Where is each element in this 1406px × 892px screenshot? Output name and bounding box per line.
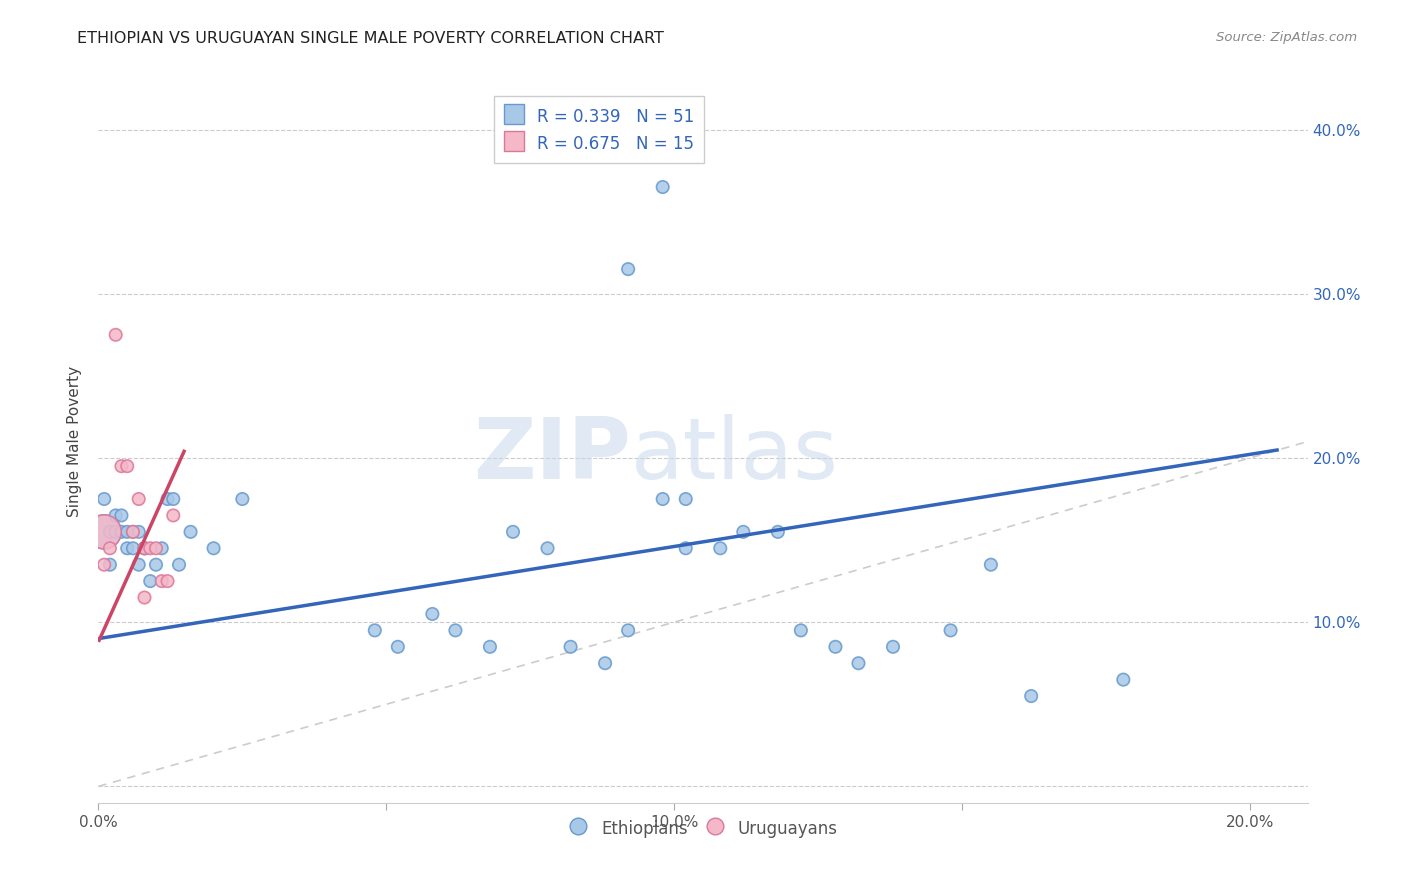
Point (502, 524, 524, 539)
Point (115, 524, 138, 539)
Point (134, 591, 156, 605)
Point (134, 541, 156, 556)
Text: Source: ZipAtlas.com: Source: ZipAtlas.com (1216, 31, 1357, 45)
Point (593, 657, 616, 671)
Point (98, 558, 121, 572)
Point (478, 640, 501, 654)
Point (115, 541, 138, 556)
Point (560, 640, 582, 654)
Point (110, 524, 132, 539)
Point (675, 541, 697, 556)
Point (139, 541, 162, 556)
Point (104, 508, 127, 523)
Point (444, 624, 467, 638)
Point (162, 508, 184, 523)
Point (422, 607, 444, 621)
Point (110, 459, 132, 474)
Point (110, 508, 132, 523)
Point (617, 624, 640, 638)
Point (882, 640, 904, 654)
Point (675, 491, 697, 506)
Point (536, 541, 558, 556)
Point (231, 491, 253, 506)
Point (98, 524, 121, 539)
Point (1112, 673, 1135, 687)
Point (104, 524, 127, 539)
Y-axis label: Single Male Poverty: Single Male Poverty (67, 366, 83, 517)
Point (733, 524, 755, 539)
Point (93, 524, 115, 539)
Point (128, 558, 150, 572)
Point (156, 491, 179, 506)
Point (145, 541, 167, 556)
Point (824, 640, 846, 654)
Point (387, 640, 409, 654)
Point (145, 558, 167, 572)
Point (104, 327, 127, 342)
Point (128, 491, 150, 506)
Point (122, 524, 145, 539)
Point (93, 558, 115, 572)
Point (150, 574, 173, 588)
Point (651, 180, 673, 194)
Point (1019, 689, 1042, 703)
Point (134, 541, 156, 556)
Point (617, 262, 640, 277)
Point (167, 558, 190, 572)
Point (651, 491, 673, 506)
Point (202, 541, 225, 556)
Point (128, 524, 150, 539)
Point (848, 657, 870, 671)
Point (364, 624, 387, 638)
Point (93, 524, 115, 539)
Point (709, 541, 731, 556)
Point (139, 574, 162, 588)
Text: ETHIOPIAN VS URUGUAYAN SINGLE MALE POVERTY CORRELATION CHART: ETHIOPIAN VS URUGUAYAN SINGLE MALE POVER… (77, 31, 664, 46)
Point (156, 574, 179, 588)
Point (180, 524, 202, 539)
Point (98, 541, 121, 556)
Point (162, 491, 184, 506)
Point (134, 541, 156, 556)
Point (150, 541, 173, 556)
Text: atlas: atlas (630, 415, 838, 498)
Point (980, 558, 1002, 572)
Point (766, 524, 789, 539)
Point (115, 459, 138, 474)
Point (122, 524, 145, 539)
Point (122, 541, 145, 556)
Point (939, 624, 962, 638)
Legend: Ethiopians, Uruguayans: Ethiopians, Uruguayans (558, 808, 848, 848)
Text: ZIP: ZIP (472, 415, 630, 498)
Point (93, 491, 115, 506)
Point (790, 624, 813, 638)
